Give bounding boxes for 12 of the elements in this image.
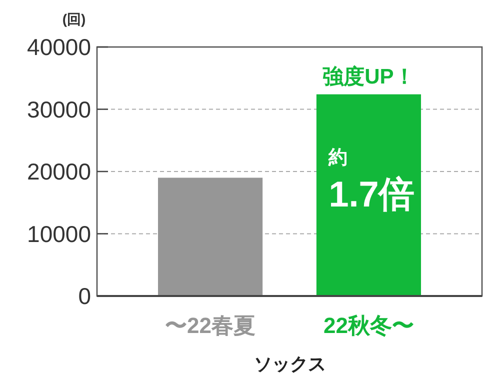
annotation: 約: [328, 147, 348, 168]
y-tick-label: 10000: [27, 220, 91, 247]
annotation: 1.7倍: [328, 173, 415, 214]
y-tick-label: 20000: [27, 158, 91, 184]
y-tick-label: 0: [78, 283, 91, 309]
y-tick-label: 30000: [27, 96, 91, 122]
x-axis-title: ソックス: [254, 354, 326, 374]
x-tick-label: 22秋冬〜: [323, 313, 414, 338]
y-tick-label: 40000: [27, 34, 91, 60]
y-axis-title: (回): [62, 11, 86, 27]
x-tick-label: 〜22春夏: [165, 313, 256, 338]
annotation: 強度UP！: [322, 64, 415, 88]
